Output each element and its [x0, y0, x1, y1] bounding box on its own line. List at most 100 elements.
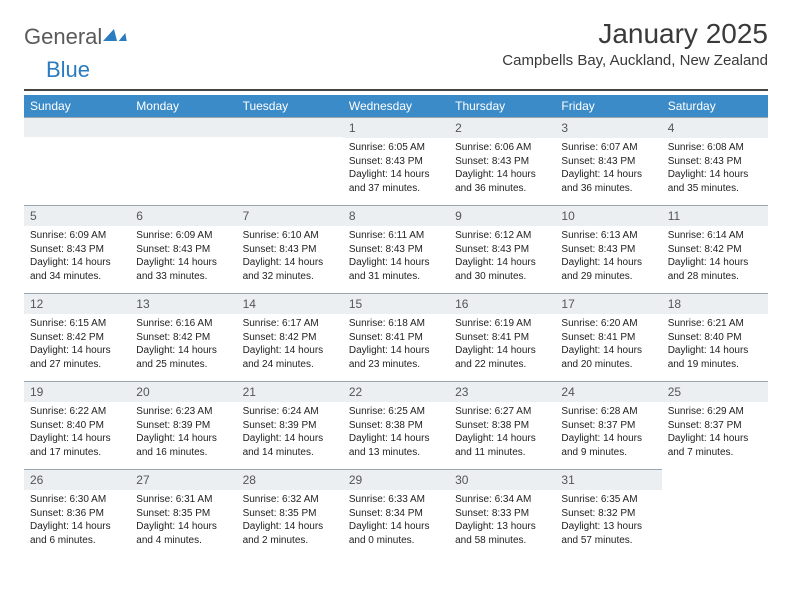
daylight-line: Daylight: 14 hours and 13 minutes.: [349, 432, 443, 459]
sunset-line: Sunset: 8:36 PM: [30, 507, 124, 521]
day-number: 6: [130, 205, 236, 226]
calendar-day: 2Sunrise: 6:06 AMSunset: 8:43 PMDaylight…: [449, 117, 555, 205]
calendar-day: 1Sunrise: 6:05 AMSunset: 8:43 PMDaylight…: [343, 117, 449, 205]
daylight-line: Daylight: 14 hours and 29 minutes.: [561, 256, 655, 283]
day-number: 5: [24, 205, 130, 226]
sunrise-line: Sunrise: 6:06 AM: [455, 141, 549, 155]
sunset-line: Sunset: 8:35 PM: [136, 507, 230, 521]
day-details: Sunrise: 6:09 AMSunset: 8:43 PMDaylight:…: [130, 226, 236, 287]
day-details: Sunrise: 6:30 AMSunset: 8:36 PMDaylight:…: [24, 490, 130, 551]
weekday-header: Tuesday: [237, 95, 343, 117]
day-number: 8: [343, 205, 449, 226]
day-number: 24: [555, 381, 661, 402]
sunset-line: Sunset: 8:42 PM: [668, 243, 762, 257]
day-details: Sunrise: 6:20 AMSunset: 8:41 PMDaylight:…: [555, 314, 661, 375]
sunset-line: Sunset: 8:42 PM: [243, 331, 337, 345]
daylight-line: Daylight: 14 hours and 2 minutes.: [243, 520, 337, 547]
day-details: Sunrise: 6:10 AMSunset: 8:43 PMDaylight:…: [237, 226, 343, 287]
sunrise-line: Sunrise: 6:24 AM: [243, 405, 337, 419]
sunset-line: Sunset: 8:43 PM: [30, 243, 124, 257]
sunrise-line: Sunrise: 6:20 AM: [561, 317, 655, 331]
calendar-day: 21Sunrise: 6:24 AMSunset: 8:39 PMDayligh…: [237, 381, 343, 469]
calendar-day: 31Sunrise: 6:35 AMSunset: 8:32 PMDayligh…: [555, 469, 661, 557]
day-number: 31: [555, 469, 661, 490]
logo-text-blue: Blue: [46, 57, 90, 82]
calendar-day: 16Sunrise: 6:19 AMSunset: 8:41 PMDayligh…: [449, 293, 555, 381]
sunset-line: Sunset: 8:38 PM: [455, 419, 549, 433]
calendar-empty: [662, 469, 768, 557]
day-number: 20: [130, 381, 236, 402]
calendar-row: 12Sunrise: 6:15 AMSunset: 8:42 PMDayligh…: [24, 293, 768, 381]
daylight-line: Daylight: 14 hours and 17 minutes.: [30, 432, 124, 459]
sunrise-line: Sunrise: 6:15 AM: [30, 317, 124, 331]
day-details: Sunrise: 6:18 AMSunset: 8:41 PMDaylight:…: [343, 314, 449, 375]
calendar-row: 5Sunrise: 6:09 AMSunset: 8:43 PMDaylight…: [24, 205, 768, 293]
calendar-row: 19Sunrise: 6:22 AMSunset: 8:40 PMDayligh…: [24, 381, 768, 469]
daylight-line: Daylight: 14 hours and 32 minutes.: [243, 256, 337, 283]
day-number: 4: [662, 117, 768, 138]
title-block: January 2025 Campbells Bay, Auckland, Ne…: [502, 18, 768, 69]
calendar-day: 20Sunrise: 6:23 AMSunset: 8:39 PMDayligh…: [130, 381, 236, 469]
day-details: Sunrise: 6:07 AMSunset: 8:43 PMDaylight:…: [555, 138, 661, 199]
sunrise-line: Sunrise: 6:25 AM: [349, 405, 443, 419]
sunset-line: Sunset: 8:43 PM: [349, 243, 443, 257]
calendar-day: 18Sunrise: 6:21 AMSunset: 8:40 PMDayligh…: [662, 293, 768, 381]
logo-sail-icon: [119, 33, 130, 41]
daylight-line: Daylight: 13 hours and 58 minutes.: [455, 520, 549, 547]
sunset-line: Sunset: 8:35 PM: [243, 507, 337, 521]
day-number: 29: [343, 469, 449, 490]
day-details: Sunrise: 6:06 AMSunset: 8:43 PMDaylight:…: [449, 138, 555, 199]
calendar-day: 5Sunrise: 6:09 AMSunset: 8:43 PMDaylight…: [24, 205, 130, 293]
sunrise-line: Sunrise: 6:13 AM: [561, 229, 655, 243]
day-details: Sunrise: 6:34 AMSunset: 8:33 PMDaylight:…: [449, 490, 555, 551]
daylight-line: Daylight: 14 hours and 19 minutes.: [668, 344, 762, 371]
day-number: 7: [237, 205, 343, 226]
sunset-line: Sunset: 8:42 PM: [30, 331, 124, 345]
day-details: Sunrise: 6:15 AMSunset: 8:42 PMDaylight:…: [24, 314, 130, 375]
sunset-line: Sunset: 8:39 PM: [136, 419, 230, 433]
daylight-line: Daylight: 14 hours and 33 minutes.: [136, 256, 230, 283]
day-details: Sunrise: 6:17 AMSunset: 8:42 PMDaylight:…: [237, 314, 343, 375]
daylight-line: Daylight: 14 hours and 0 minutes.: [349, 520, 443, 547]
weekday-header: Thursday: [449, 95, 555, 117]
day-details: Sunrise: 6:32 AMSunset: 8:35 PMDaylight:…: [237, 490, 343, 551]
day-details: Sunrise: 6:12 AMSunset: 8:43 PMDaylight:…: [449, 226, 555, 287]
daylight-line: Daylight: 14 hours and 30 minutes.: [455, 256, 549, 283]
weekday-header: Monday: [130, 95, 236, 117]
day-number: 14: [237, 293, 343, 314]
day-number: 21: [237, 381, 343, 402]
sunrise-line: Sunrise: 6:08 AM: [668, 141, 762, 155]
day-number: 12: [24, 293, 130, 314]
empty-cell-bar: [130, 117, 236, 137]
calendar-day: 28Sunrise: 6:32 AMSunset: 8:35 PMDayligh…: [237, 469, 343, 557]
calendar-day: 9Sunrise: 6:12 AMSunset: 8:43 PMDaylight…: [449, 205, 555, 293]
day-details: Sunrise: 6:16 AMSunset: 8:42 PMDaylight:…: [130, 314, 236, 375]
sunset-line: Sunset: 8:33 PM: [455, 507, 549, 521]
weekday-header: Sunday: [24, 95, 130, 117]
day-number: 2: [449, 117, 555, 138]
calendar-day: 29Sunrise: 6:33 AMSunset: 8:34 PMDayligh…: [343, 469, 449, 557]
day-details: Sunrise: 6:28 AMSunset: 8:37 PMDaylight:…: [555, 402, 661, 463]
calendar-day: 25Sunrise: 6:29 AMSunset: 8:37 PMDayligh…: [662, 381, 768, 469]
calendar-day: 12Sunrise: 6:15 AMSunset: 8:42 PMDayligh…: [24, 293, 130, 381]
sunset-line: Sunset: 8:42 PM: [136, 331, 230, 345]
calendar-day: 3Sunrise: 6:07 AMSunset: 8:43 PMDaylight…: [555, 117, 661, 205]
day-number: 16: [449, 293, 555, 314]
calendar-page: General January 2025 Campbells Bay, Auck…: [0, 0, 792, 557]
day-details: Sunrise: 6:05 AMSunset: 8:43 PMDaylight:…: [343, 138, 449, 199]
calendar-day: 11Sunrise: 6:14 AMSunset: 8:42 PMDayligh…: [662, 205, 768, 293]
day-number: 3: [555, 117, 661, 138]
sunrise-line: Sunrise: 6:27 AM: [455, 405, 549, 419]
sunrise-line: Sunrise: 6:23 AM: [136, 405, 230, 419]
logo-text-general: General: [24, 24, 102, 50]
sunset-line: Sunset: 8:34 PM: [349, 507, 443, 521]
sunrise-line: Sunrise: 6:11 AM: [349, 229, 443, 243]
sunset-line: Sunset: 8:43 PM: [561, 243, 655, 257]
weekday-header: Wednesday: [343, 95, 449, 117]
daylight-line: Daylight: 14 hours and 27 minutes.: [30, 344, 124, 371]
calendar-day: 23Sunrise: 6:27 AMSunset: 8:38 PMDayligh…: [449, 381, 555, 469]
day-number: 9: [449, 205, 555, 226]
day-details: Sunrise: 6:25 AMSunset: 8:38 PMDaylight:…: [343, 402, 449, 463]
sunset-line: Sunset: 8:43 PM: [136, 243, 230, 257]
sunset-line: Sunset: 8:40 PM: [668, 331, 762, 345]
